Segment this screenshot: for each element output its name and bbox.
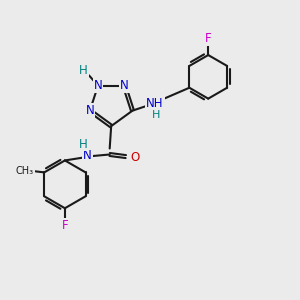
Text: CH₃: CH₃: [16, 166, 34, 176]
Text: N: N: [94, 79, 102, 92]
Text: H: H: [152, 110, 160, 120]
Text: F: F: [205, 32, 211, 45]
Text: N: N: [120, 79, 129, 92]
Text: H: H: [79, 64, 88, 76]
Text: O: O: [130, 151, 140, 164]
Text: N: N: [85, 104, 94, 117]
Text: N: N: [83, 149, 92, 163]
Text: H: H: [79, 137, 88, 151]
Text: F: F: [61, 219, 68, 232]
Text: NH: NH: [146, 97, 164, 110]
